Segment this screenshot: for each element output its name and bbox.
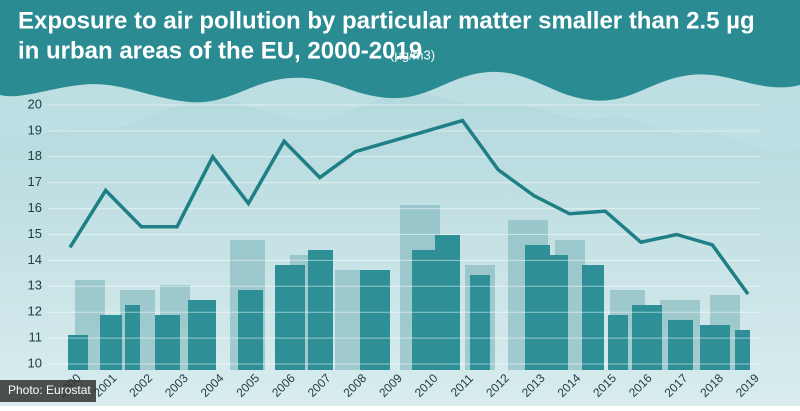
y-tick-label: 11	[29, 330, 43, 345]
data-line	[68, 118, 750, 296]
credit-box	[0, 380, 96, 402]
y-tick-label: 13	[28, 278, 42, 293]
y-tick-label: 17	[28, 174, 42, 189]
y-tick-label: 19	[28, 122, 42, 137]
chart-subtitle: in urban areas of the EU, 2000-2019	[18, 37, 422, 64]
photo-credit: Photo: Eurostat	[8, 383, 91, 397]
y-tick-label: 20	[28, 96, 42, 111]
y-tick-label: 16	[28, 200, 42, 215]
header-wave	[0, 0, 800, 103]
y-tick-label: 18	[28, 148, 42, 163]
skyline-front	[68, 235, 750, 370]
chart-title: Exposure to air pollution by particular …	[18, 7, 755, 34]
unit-label: (µg/m3)	[390, 47, 435, 62]
y-tick-label: 12	[28, 304, 42, 319]
y-tick-label: 10	[28, 355, 42, 370]
y-tick-label: 15	[28, 226, 42, 241]
y-tick-label: 14	[28, 252, 42, 267]
